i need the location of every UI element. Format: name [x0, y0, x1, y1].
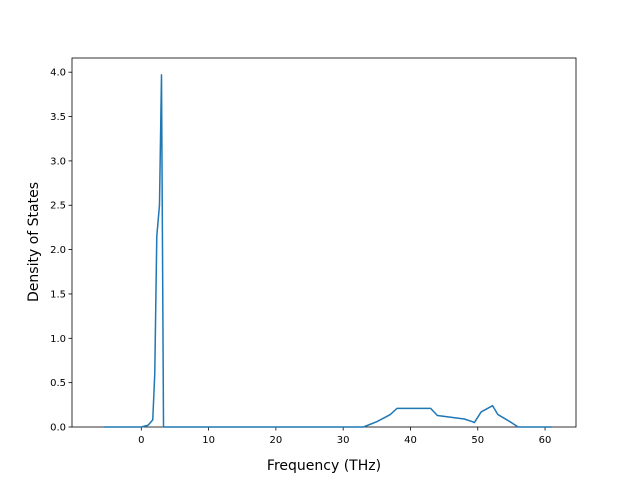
- y-tick-label: 4.0: [50, 68, 66, 79]
- x-tick-label: 60: [539, 435, 552, 446]
- y-tick-label: 1.0: [50, 334, 66, 345]
- x-tick-label: 10: [202, 435, 215, 446]
- y-tick-label: 3.5: [50, 112, 66, 123]
- x-tick-label: 50: [471, 435, 484, 446]
- y-tick-label: 1.5: [50, 289, 66, 300]
- y-tick-label: 0.5: [50, 378, 66, 389]
- x-tick-label: 40: [404, 435, 417, 446]
- y-tick-label: 0.0: [50, 423, 66, 434]
- axes-frame: [71, 57, 577, 428]
- y-axis-label: Density of States: [26, 182, 42, 302]
- x-tick-label: 0: [138, 435, 144, 446]
- x-tick-label: 20: [270, 435, 283, 446]
- y-tick-label: 2.0: [50, 245, 66, 256]
- line: [103, 74, 552, 428]
- y-tick-label: 3.0: [50, 156, 66, 167]
- y-tick-label: 2.5: [50, 201, 66, 212]
- x-axis-label: Frequency (THz): [267, 458, 381, 474]
- x-tick-label: 30: [337, 435, 350, 446]
